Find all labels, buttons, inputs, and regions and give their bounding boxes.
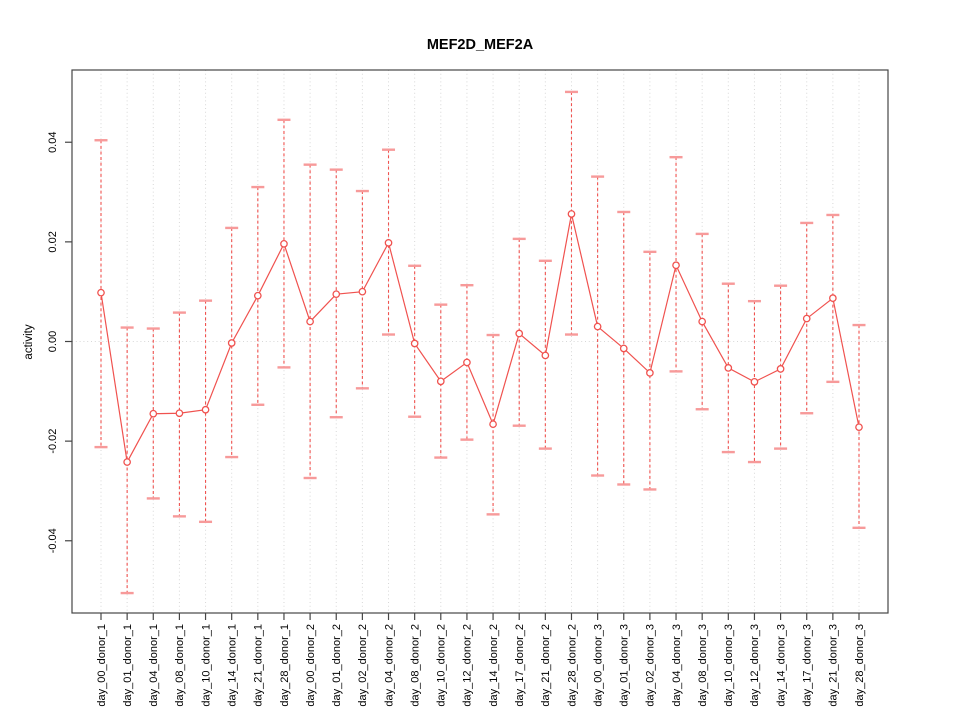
svg-text:day_28_donor_1: day_28_donor_1 <box>279 624 291 707</box>
svg-text:-0.02: -0.02 <box>47 429 59 454</box>
plot-border <box>71 69 889 614</box>
svg-text:day_10_donor_1: day_10_donor_1 <box>200 624 212 707</box>
series-connecting-line <box>100 213 860 464</box>
svg-text:day_28_donor_2: day_28_donor_2 <box>566 624 578 707</box>
y-axis-title: activity <box>23 324 35 359</box>
svg-text:day_12_donor_3: day_12_donor_3 <box>749 624 761 707</box>
svg-text:day_01_donor_2: day_01_donor_2 <box>331 624 343 707</box>
svg-text:day_02_donor_2: day_02_donor_2 <box>357 624 369 707</box>
svg-text:day_14_donor_2: day_14_donor_2 <box>488 624 500 707</box>
y-tick-labels: -0.04 -0.02 0.00 0.02 0.04 <box>47 132 59 554</box>
data-point-markers <box>97 210 863 466</box>
svg-text:day_10_donor_3: day_10_donor_3 <box>723 624 735 707</box>
svg-text:0.00: 0.00 <box>47 331 59 352</box>
svg-text:day_00_donor_2: day_00_donor_2 <box>305 624 317 707</box>
svg-text:day_04_donor_2: day_04_donor_2 <box>383 624 395 707</box>
x-tick-labels: day_00_donor_1 day_01_donor_1 day_04_donor… <box>96 624 866 707</box>
svg-text:day_28_donor_3: day_28_donor_3 <box>854 624 866 707</box>
svg-text:day_21_donor_1: day_21_donor_1 <box>253 624 265 707</box>
svg-text:day_12_donor_2: day_12_donor_2 <box>462 624 474 707</box>
svg-text:day_08_donor_3: day_08_donor_3 <box>697 624 709 707</box>
svg-text:day_21_donor_2: day_21_donor_2 <box>540 624 552 707</box>
svg-text:day_04_donor_1: day_04_donor_1 <box>148 624 160 707</box>
svg-text:day_08_donor_1: day_08_donor_1 <box>174 624 186 707</box>
error-bars <box>94 90 866 595</box>
svg-text:0.02: 0.02 <box>47 231 59 252</box>
svg-text:day_00_donor_3: day_00_donor_3 <box>592 624 604 707</box>
svg-text:day_14_donor_3: day_14_donor_3 <box>775 624 787 707</box>
axis-tick-marks <box>65 141 860 620</box>
chart-title: MEF2D_MEF2A <box>427 37 534 53</box>
svg-text:-0.04: -0.04 <box>47 528 59 553</box>
svg-text:day_01_donor_3: day_01_donor_3 <box>619 624 631 707</box>
svg-text:day_01_donor_1: day_01_donor_1 <box>122 624 134 707</box>
svg-text:day_10_donor_2: day_10_donor_2 <box>436 624 448 707</box>
svg-text:day_14_donor_1: day_14_donor_1 <box>226 624 238 707</box>
svg-text:day_08_donor_2: day_08_donor_2 <box>409 624 421 707</box>
svg-text:day_17_donor_2: day_17_donor_2 <box>514 624 526 707</box>
svg-text:day_00_donor_1: day_00_donor_1 <box>96 624 108 707</box>
svg-text:day_21_donor_3: day_21_donor_3 <box>828 624 840 707</box>
svg-text:0.04: 0.04 <box>47 132 59 153</box>
svg-text:day_02_donor_3: day_02_donor_3 <box>645 624 657 707</box>
svg-text:day_04_donor_3: day_04_donor_3 <box>671 624 683 707</box>
svg-text:day_17_donor_3: day_17_donor_3 <box>802 624 814 707</box>
